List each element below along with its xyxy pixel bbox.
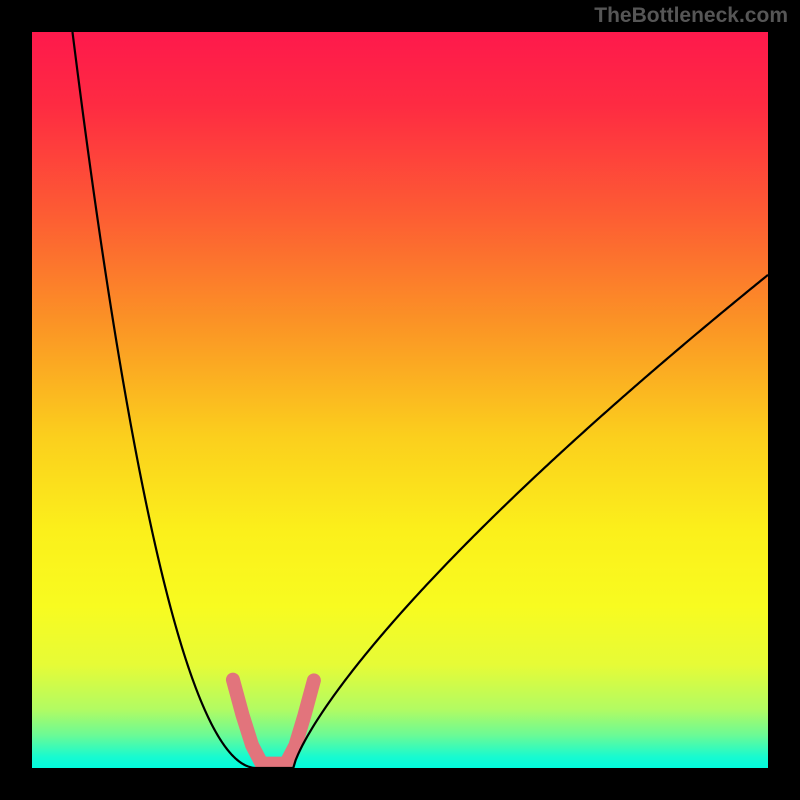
gradient-background [32, 32, 768, 768]
bottleneck-chart: TheBottleneck.com [0, 0, 800, 800]
source-watermark: TheBottleneck.com [594, 4, 788, 28]
chart-plot-area [0, 0, 800, 800]
